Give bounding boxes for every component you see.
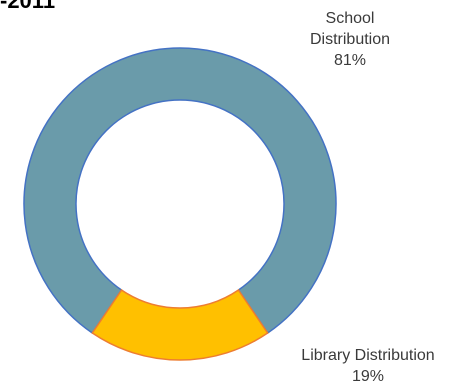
data-label-school-value: 81% bbox=[333, 52, 367, 69]
data-label-school-line2: Distribution bbox=[309, 31, 391, 48]
data-label-school: School Distribution 81% bbox=[292, 8, 408, 71]
slice-library-distribution bbox=[91, 288, 269, 361]
data-label-library: Library Distribution 19% bbox=[278, 345, 458, 387]
chart-title: -2011 bbox=[0, 0, 56, 13]
slice-school-distribution bbox=[23, 47, 337, 335]
data-label-library-value: 19% bbox=[351, 368, 385, 385]
data-label-library-name: Library Distribution bbox=[301, 347, 435, 364]
data-label-school-line1: School bbox=[325, 10, 375, 27]
